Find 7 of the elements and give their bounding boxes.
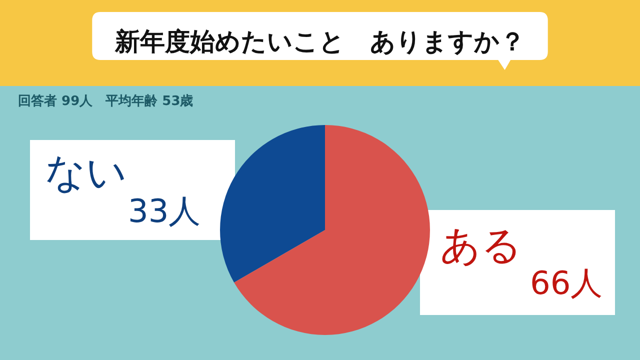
slice-label: ない [45,149,127,198]
data-label: 33人 [128,191,201,232]
data-label: 66人 [530,263,603,304]
slice-label: ある [440,222,522,271]
pie-slice [234,125,430,335]
pie-slice [220,125,325,282]
chart-subtitle: 回答者 99人 平均年齢 53歳 [18,93,194,110]
